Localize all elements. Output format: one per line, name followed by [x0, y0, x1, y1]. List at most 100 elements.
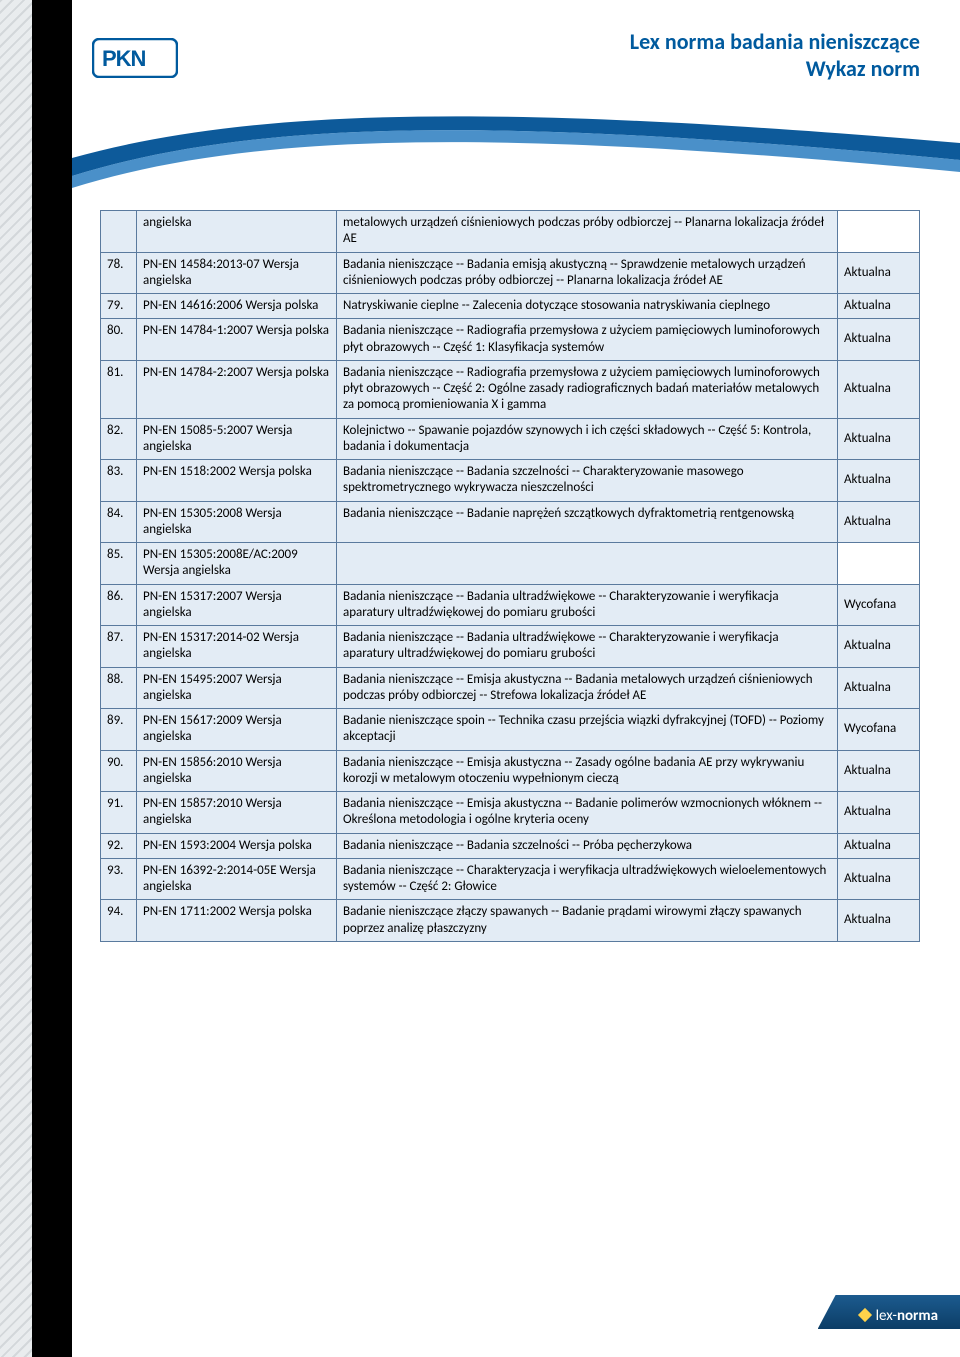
table-row: 93.PN-EN 16392-2:2014-05E Wersja angiels…: [101, 858, 920, 900]
table-row: 88.PN-EN 15495:2007 Wersja angielskaBada…: [101, 667, 920, 709]
standard-description: Badania nieniszczące -- Radiografia prze…: [337, 319, 838, 361]
standard-description: Badania nieniszczące -- Badania szczelno…: [337, 460, 838, 502]
standard-status: Aktualna: [838, 900, 920, 942]
svg-text:PKN: PKN: [102, 46, 146, 71]
table-row: 78.PN-EN 14584:2013-07 Wersja angielskaB…: [101, 252, 920, 294]
standard-status: [838, 543, 920, 585]
standard-code: PN-EN 14616:2006 Wersja polska: [137, 294, 337, 319]
standard-status: Aktualna: [838, 792, 920, 834]
table-row: 83.PN-EN 1518:2002 Wersja polskaBadania …: [101, 460, 920, 502]
standard-description: Badania nieniszczące -- Radiografia prze…: [337, 360, 838, 418]
standard-status: Aktualna: [838, 833, 920, 858]
standard-status: Aktualna: [838, 252, 920, 294]
standard-status: Wycofana: [838, 709, 920, 751]
table-row: 80.PN-EN 14784-1:2007 Wersja polskaBadan…: [101, 319, 920, 361]
standard-status: Aktualna: [838, 667, 920, 709]
row-number: 92.: [101, 833, 137, 858]
header-swoosh: [72, 98, 960, 188]
row-number: 86.: [101, 584, 137, 626]
title-line-2: Wykaz norm: [630, 55, 920, 82]
standard-description: Badania nieniszczące -- Badanie naprężeń…: [337, 501, 838, 543]
pkn-logo: PKN: [92, 38, 178, 78]
row-number: 83.: [101, 460, 137, 502]
page-title: Lex norma badania nieniszczące Wykaz nor…: [630, 28, 920, 82]
standard-code: PN-EN 15317:2014-02 Wersja angielska: [137, 626, 337, 668]
table-row: 85.PN-EN 15305:2008E/AC:2009 Wersja angi…: [101, 543, 920, 585]
standard-description: Badania nieniszczące -- Badania szczelno…: [337, 833, 838, 858]
standard-code: PN-EN 1518:2002 Wersja polska: [137, 460, 337, 502]
standard-status: [838, 211, 920, 253]
row-number: 79.: [101, 294, 137, 319]
standard-description: metalowych urządzeń ciśnieniowych podcza…: [337, 211, 838, 253]
standard-code: PN-EN 1593:2004 Wersja polska: [137, 833, 337, 858]
standard-description: Natryskiwanie cieplne -- Zalecenia dotyc…: [337, 294, 838, 319]
standard-code: PN-EN 14584:2013-07 Wersja angielska: [137, 252, 337, 294]
standards-table: angielskametalowych urządzeń ciśnieniowy…: [100, 210, 920, 942]
table-row: angielskametalowych urządzeń ciśnieniowy…: [101, 211, 920, 253]
standard-description: Badania nieniszczące -- Emisja akustyczn…: [337, 750, 838, 792]
standard-description: Badanie nieniszczące złączy spawanych --…: [337, 900, 838, 942]
table-row: 86.PN-EN 15317:2007 Wersja angielskaBada…: [101, 584, 920, 626]
row-number: 91.: [101, 792, 137, 834]
row-number: 84.: [101, 501, 137, 543]
standard-code: PN-EN 1711:2002 Wersja polska: [137, 900, 337, 942]
table-row: 89.PN-EN 15617:2009 Wersja angielskaBada…: [101, 709, 920, 751]
standard-code: PN-EN 15085-5:2007 Wersja angielska: [137, 418, 337, 460]
standard-status: Wycofana: [838, 584, 920, 626]
standard-description: Badanie nieniszczące spoin -- Technika c…: [337, 709, 838, 751]
row-number: 88.: [101, 667, 137, 709]
standard-code: PN-EN 15857:2010 Wersja angielska: [137, 792, 337, 834]
row-number: 82.: [101, 418, 137, 460]
standard-status: Aktualna: [838, 360, 920, 418]
row-number: 78.: [101, 252, 137, 294]
standard-code: PN-EN 15305:2008 Wersja angielska: [137, 501, 337, 543]
standard-code: PN-EN 15305:2008E/AC:2009 Wersja angiels…: [137, 543, 337, 585]
table-row: 79.PN-EN 14616:2006 Wersja polskaNatrysk…: [101, 294, 920, 319]
table-row: 90.PN-EN 15856:2010 Wersja angielskaBada…: [101, 750, 920, 792]
standards-table-container: angielskametalowych urządzeń ciśnieniowy…: [100, 210, 920, 942]
standard-code: PN-EN 16392-2:2014-05E Wersja angielska: [137, 858, 337, 900]
table-row: 87.PN-EN 15317:2014-02 Wersja angielskaB…: [101, 626, 920, 668]
standard-code: angielska: [137, 211, 337, 253]
standard-description: Badania nieniszczące -- Badania emisją a…: [337, 252, 838, 294]
standard-status: Aktualna: [838, 294, 920, 319]
standard-code: PN-EN 15617:2009 Wersja angielska: [137, 709, 337, 751]
standard-status: Aktualna: [838, 626, 920, 668]
standard-description: Kolejnictwo -- Spawanie pojazdów szynowy…: [337, 418, 838, 460]
title-line-1: Lex norma badania nieniszczące: [630, 28, 920, 55]
diamond-icon: [858, 1307, 872, 1321]
table-row: 92.PN-EN 1593:2004 Wersja polskaBadania …: [101, 833, 920, 858]
row-number: 85.: [101, 543, 137, 585]
row-number: 89.: [101, 709, 137, 751]
standard-status: Aktualna: [838, 319, 920, 361]
table-row: 94.PN-EN 1711:2002 Wersja polskaBadanie …: [101, 900, 920, 942]
standard-description: Badania nieniszczące -- Charakteryzacja …: [337, 858, 838, 900]
table-row: 81.PN-EN 14784-2:2007 Wersja polskaBadan…: [101, 360, 920, 418]
standard-code: PN-EN 14784-1:2007 Wersja polska: [137, 319, 337, 361]
standard-description: Badania nieniszczące -- Emisja akustyczn…: [337, 792, 838, 834]
standard-code: PN-EN 15317:2007 Wersja angielska: [137, 584, 337, 626]
left-black-bar: [32, 0, 72, 1357]
standard-status: Aktualna: [838, 418, 920, 460]
footer-brand-text: lex-norma: [876, 1307, 938, 1325]
row-number: 80.: [101, 319, 137, 361]
standard-status: Aktualna: [838, 858, 920, 900]
row-number: 81.: [101, 360, 137, 418]
standard-status: Aktualna: [838, 460, 920, 502]
standard-description: Badania nieniszczące -- Badania ultradźw…: [337, 626, 838, 668]
table-row: 82.PN-EN 15085-5:2007 Wersja angielskaKo…: [101, 418, 920, 460]
standard-description: [337, 543, 838, 585]
footer-brand-badge: lex-norma: [818, 1295, 960, 1329]
table-row: 84.PN-EN 15305:2008 Wersja angielskaBada…: [101, 501, 920, 543]
left-pattern-stripe: [0, 0, 32, 1357]
row-number: 87.: [101, 626, 137, 668]
row-number: 94.: [101, 900, 137, 942]
row-number: 90.: [101, 750, 137, 792]
standard-description: Badania nieniszczące -- Badania ultradźw…: [337, 584, 838, 626]
standard-description: Badania nieniszczące -- Emisja akustyczn…: [337, 667, 838, 709]
standard-status: Aktualna: [838, 501, 920, 543]
standard-code: PN-EN 15856:2010 Wersja angielska: [137, 750, 337, 792]
standard-code: PN-EN 14784-2:2007 Wersja polska: [137, 360, 337, 418]
standard-status: Aktualna: [838, 750, 920, 792]
table-row: 91.PN-EN 15857:2010 Wersja angielskaBada…: [101, 792, 920, 834]
